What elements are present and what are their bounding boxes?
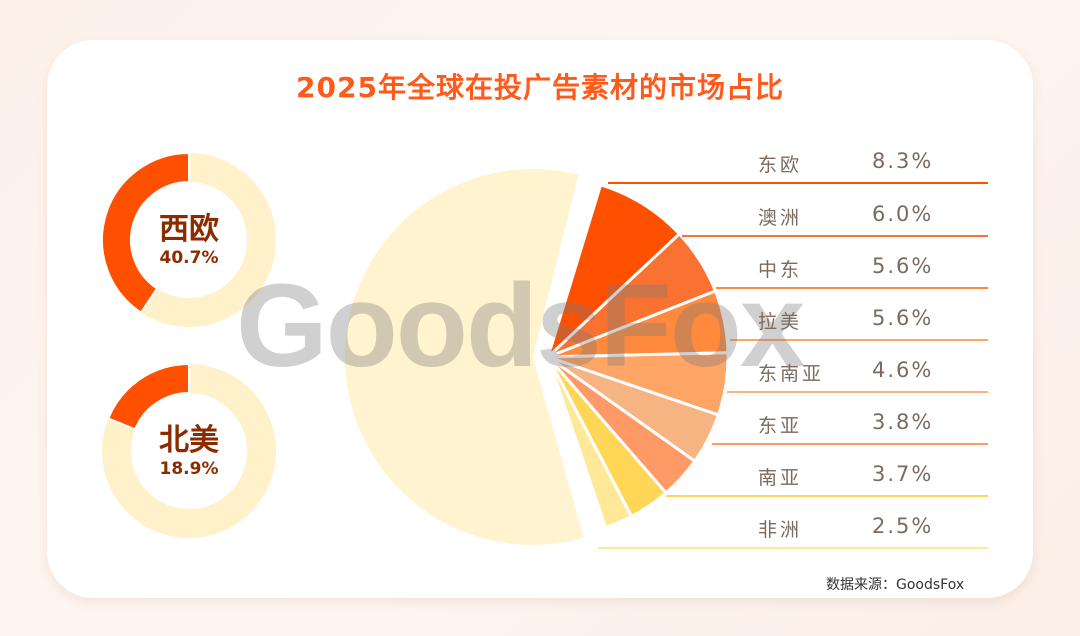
legend-label: 非洲 [758, 519, 803, 541]
pie-slice-remainder [345, 169, 584, 545]
legend-label: 南亚 [758, 467, 803, 489]
legend-value: 5.6% [872, 254, 934, 278]
legend-label: 东欧 [758, 154, 803, 176]
donut-value: 40.7% [159, 248, 219, 268]
donut-label-north-america: 北美 18.9% [129, 424, 249, 480]
donut-name: 西欧 [159, 212, 219, 247]
legend-value: 4.6% [872, 358, 934, 382]
legend-label: 澳洲 [758, 207, 803, 229]
legend-value: 8.3% [872, 149, 934, 173]
donut-name: 北美 [159, 423, 219, 458]
legend-value: 6.0% [872, 202, 934, 226]
donut-segment [107, 362, 190, 431]
data-source: 数据来源：GoodsFox [826, 577, 965, 593]
legend-label: 中东 [758, 259, 803, 281]
legend-label: 东亚 [758, 415, 803, 437]
legend-value: 3.8% [872, 410, 934, 434]
pie-slice-7 [546, 355, 634, 530]
pie-slice-0 [546, 183, 681, 359]
legend-value: 3.7% [872, 462, 934, 486]
donut-label-western-europe: 西欧 40.7% [129, 213, 249, 269]
donut-segment [101, 151, 190, 314]
legend-label: 拉美 [758, 311, 803, 333]
legend-label: 东南亚 [758, 363, 825, 385]
chart-title: 2025年全球在投广告素材的市场占比 [296, 71, 784, 104]
legend-value: 2.5% [872, 514, 934, 538]
donut-value: 18.9% [159, 459, 219, 479]
legend-value: 5.6% [872, 306, 934, 330]
